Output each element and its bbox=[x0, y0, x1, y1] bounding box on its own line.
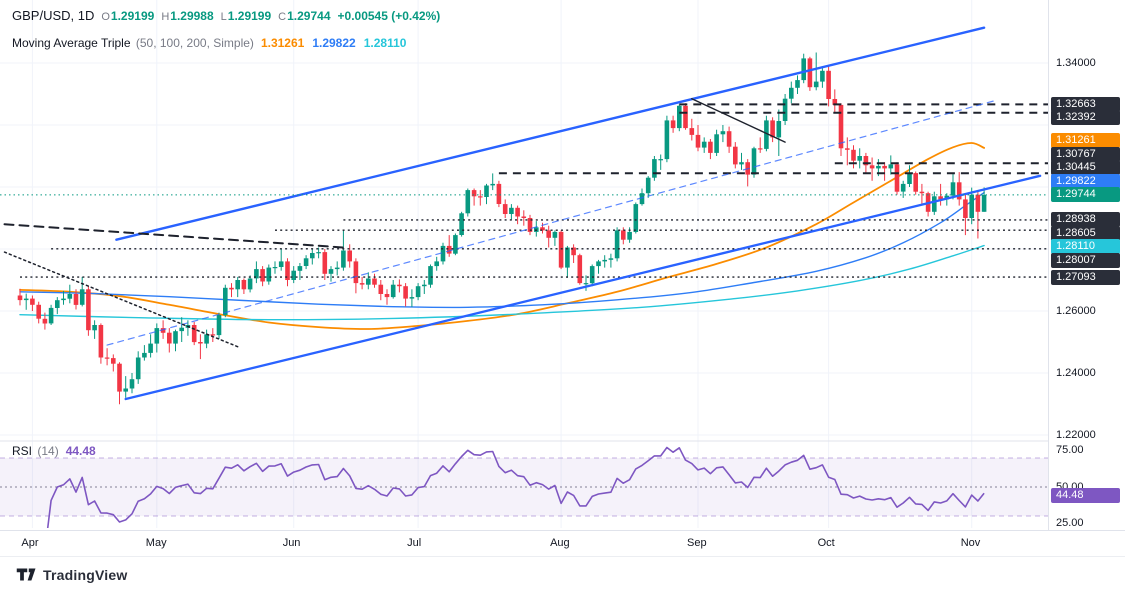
price-level-badge: 1.32663 bbox=[1051, 96, 1120, 112]
ohlc-item: C1.29744 bbox=[278, 9, 331, 23]
rsi-axis-label: 75.00 bbox=[1056, 444, 1084, 457]
time-axis[interactable]: Apr May Jun Jul Aug Sep Oct Nov bbox=[0, 530, 1125, 557]
price-level-badge: 1.28110 bbox=[1051, 239, 1120, 255]
time-axis-label: Nov bbox=[960, 537, 981, 549]
footer-bar: TradingView bbox=[0, 556, 1125, 592]
time-axis-label: May bbox=[145, 537, 167, 549]
rsi-value-badge: 44.48 bbox=[1051, 487, 1120, 503]
price-level-badge: 1.28007 bbox=[1051, 252, 1120, 268]
symbol-title: GBP/USD, 1D bbox=[12, 8, 95, 23]
ohlc-values: O1.29199 H1.29988 L1.29199 C1.29744 bbox=[101, 9, 330, 23]
rsi-indicator-name: RSI bbox=[12, 444, 33, 458]
rsi-current-value: 44.48 bbox=[65, 444, 96, 458]
time-axis-label: Jul bbox=[407, 537, 422, 549]
ohlc-item: H1.29988 bbox=[161, 9, 214, 23]
tradingview-logo[interactable]: TradingView bbox=[16, 565, 127, 584]
rsi-legend-row[interactable]: RSI (14) 44.48 bbox=[12, 444, 96, 458]
ma-indicator-name: Moving Average Triple bbox=[12, 36, 131, 50]
ma-values: 1.31261 1.29822 1.28110 bbox=[261, 36, 407, 50]
price-axis-label: 1.26000 bbox=[1056, 304, 1096, 317]
price-level-badge: 1.27093 bbox=[1051, 269, 1120, 285]
price-axis[interactable]: 1.34000 1.26000 1.24000 1.22000 1.32663 1.323… bbox=[1048, 0, 1125, 530]
time-axis-label: Apr bbox=[21, 537, 39, 549]
change-value: +0.00545 (+0.42%) bbox=[337, 9, 441, 23]
rsi-indicator-params: (14) bbox=[37, 444, 59, 458]
price-level-badge: 1.31261 bbox=[1051, 133, 1120, 149]
ma-indicator-params: (50, 100, 200, Simple) bbox=[135, 36, 254, 50]
price-axis-label: 1.22000 bbox=[1056, 428, 1096, 441]
price-level-badge: 1.28938 bbox=[1051, 212, 1120, 228]
price-level-badge: 1.28605 bbox=[1051, 225, 1120, 241]
price-axis-label: 1.34000 bbox=[1056, 56, 1096, 69]
rsi-axis-label: 25.00 bbox=[1056, 516, 1084, 529]
tradingview-logo-text: TradingView bbox=[43, 566, 128, 583]
ma-value: 1.31261 bbox=[260, 36, 305, 50]
ohlc-item: O1.29199 bbox=[101, 9, 155, 23]
price-level-badge: 1.30767 bbox=[1051, 146, 1120, 162]
symbol-legend-row[interactable]: GBP/USD, 1D O1.29199 H1.29988 L1.29199 C1.2… bbox=[12, 8, 440, 23]
time-axis-label: Jun bbox=[282, 537, 301, 549]
ma-value: 1.28110 bbox=[363, 36, 407, 50]
time-axis-label: Oct bbox=[817, 537, 835, 549]
price-level-badge: 1.30445 bbox=[1051, 160, 1120, 176]
ma-value: 1.29822 bbox=[312, 36, 356, 50]
time-axis-label: Aug bbox=[550, 537, 570, 549]
price-level-badge: 1.29822 bbox=[1051, 173, 1120, 189]
price-level-badge: 1.32392 bbox=[1051, 110, 1120, 126]
ma-legend-row[interactable]: Moving Average Triple (50, 100, 200, Sim… bbox=[12, 36, 406, 50]
ohlc-item: L1.29199 bbox=[220, 9, 272, 23]
tradingview-logo-icon bbox=[16, 568, 36, 581]
price-axis-label: 1.24000 bbox=[1056, 366, 1096, 379]
time-axis-label: Sep bbox=[687, 537, 707, 549]
current-price-badge: 1.29744 bbox=[1051, 187, 1120, 203]
